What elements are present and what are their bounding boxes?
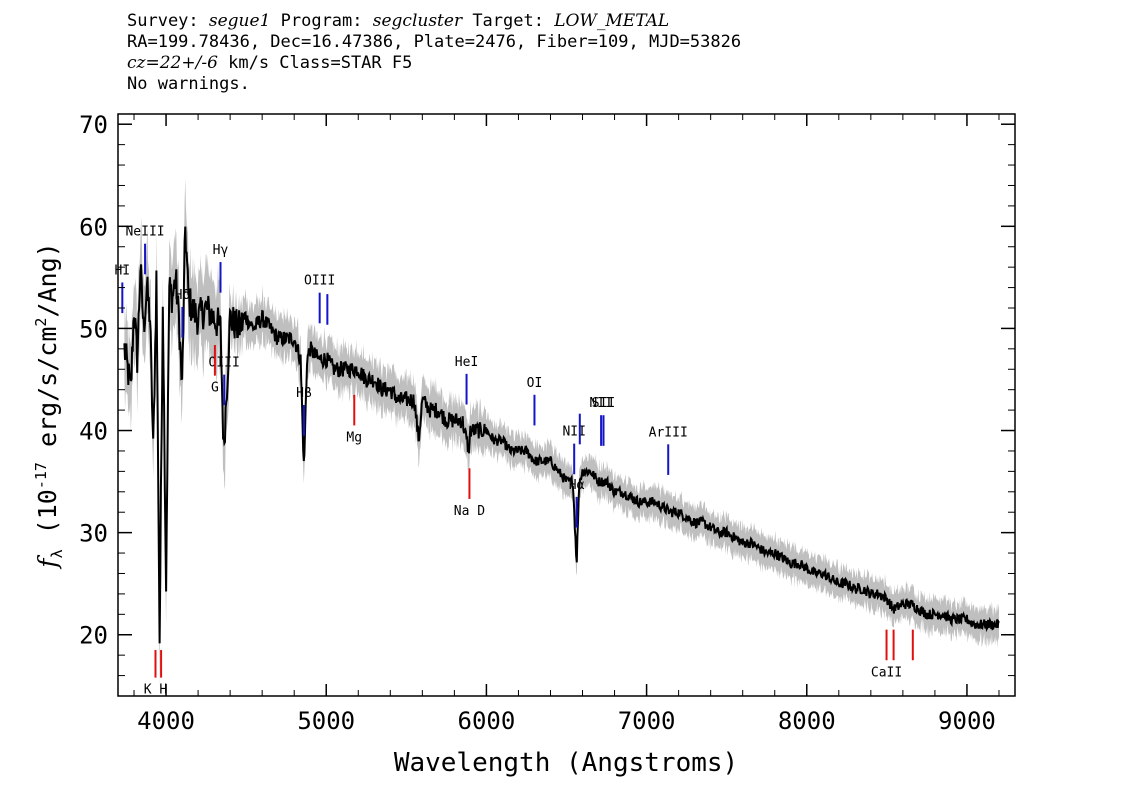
absorption-line-label: CaII <box>871 665 902 680</box>
y-axis-label: fλ (10-17 erg/s/cm2/Ang) <box>32 242 66 569</box>
y-tick-label: 20 <box>79 622 108 650</box>
absorption-line-label: Na D <box>454 504 485 519</box>
absorption-line-label: G <box>211 381 219 396</box>
y-tick-label: 30 <box>79 520 108 548</box>
header-line-1: Survey: segue1 Program: segcluster Targe… <box>127 11 741 32</box>
class-text: km/s Class=STAR F5 <box>217 53 413 73</box>
emission-line-label: SII <box>592 396 615 411</box>
spectrum-line <box>123 226 1000 644</box>
series-layer <box>123 226 1000 644</box>
emission-line-label: ArIII <box>649 425 688 440</box>
header-line-4: No warnings. <box>127 74 250 94</box>
x-tick-label: 5000 <box>297 707 355 735</box>
emission-line-label: HeI <box>455 355 478 370</box>
absorption-line-label: Mg <box>346 430 362 445</box>
plot-frame <box>117 113 1016 697</box>
emission-line-label: NeIII <box>125 225 164 240</box>
emission-line-label: Hδ <box>175 288 191 303</box>
y-tick-label: 70 <box>79 111 108 139</box>
header-line-3: cz=22+/-6 km/s Class=STAR F5 <box>127 53 741 74</box>
program-label: Program: <box>270 11 373 31</box>
y-tick-label: 50 <box>79 315 108 343</box>
x-tick-label: 4000 <box>137 707 195 735</box>
emission-line-label: HI <box>114 263 130 278</box>
x-tick-label: 7000 <box>618 707 676 735</box>
x-axis-label: Wavelength (Angstroms) <box>394 748 738 778</box>
emission-line-label: Hγ <box>213 243 229 258</box>
emission-line-label: Hα <box>569 478 585 493</box>
plot-header: Survey: segue1 Program: segcluster Targe… <box>127 11 741 95</box>
survey-value: segue1 <box>208 11 271 31</box>
error-band-shape <box>124 178 999 688</box>
emission-line-label: Hβ <box>296 386 312 401</box>
x-tick-label: 6000 <box>458 707 516 735</box>
header-line-2: RA=199.78436, Dec=16.47386, Plate=2476, … <box>127 32 742 52</box>
survey-label: Survey: <box>127 11 209 31</box>
emission-line-label: OIII <box>304 274 335 289</box>
program-value: segcluster <box>372 11 463 31</box>
emission-line-label: OIII <box>209 356 240 371</box>
error-band <box>124 178 999 688</box>
emission-line-label: NII <box>589 396 612 411</box>
emission-line-label: OI <box>527 376 543 391</box>
emission-line-label: NII <box>562 425 585 440</box>
y-tick-label: 60 <box>79 213 108 241</box>
line-markers: HINeIIIHδHγOIIIHβOIIIHeIOINIIHαNIISIIArI… <box>114 225 914 698</box>
axes: 4000 5000 6000 7000 8000 9000 20 30 40 50 60 70 <box>79 111 1015 735</box>
y-tick-label: 40 <box>79 418 108 446</box>
target-value: LOW_METAL <box>554 11 670 31</box>
absorption-line-label: K H <box>144 683 167 698</box>
target-label: Target: <box>462 11 555 31</box>
redshift-value: cz=22+/-6 <box>127 53 218 73</box>
x-tick-label: 8000 <box>778 707 836 735</box>
x-tick-label: 9000 <box>938 707 996 735</box>
